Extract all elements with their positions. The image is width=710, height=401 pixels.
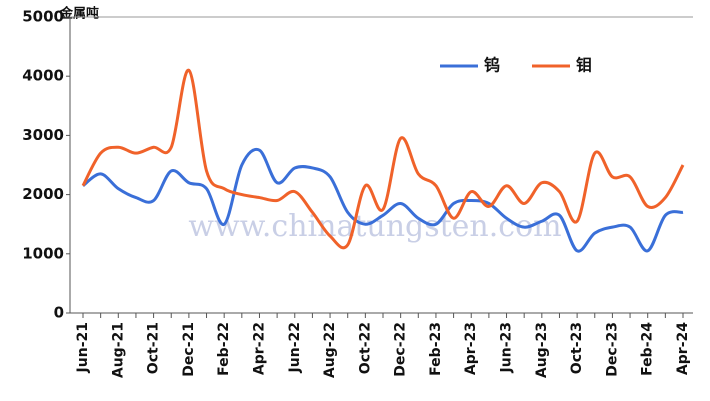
x-tick-label: Apr-23 — [463, 322, 479, 375]
watermark: www.chinatungsten.com — [188, 209, 561, 244]
unit-label: 金属吨 — [59, 6, 99, 22]
x-tick-label: Aug-22 — [322, 322, 338, 378]
legend-label: 钨 — [484, 56, 500, 75]
x-tick-label: Jun-21 — [75, 322, 91, 373]
x-tick-label: Aug-23 — [534, 322, 550, 378]
x-tick-label: Oct-22 — [357, 322, 373, 374]
y-tick-label: 0 — [54, 304, 64, 322]
series-line — [82, 147, 684, 253]
y-tick-label: 2000 — [22, 185, 64, 203]
y-tick-label: 3000 — [22, 126, 64, 144]
x-tick-label: Apr-22 — [251, 322, 267, 375]
x-tick-label: Jun-23 — [499, 322, 515, 373]
x-tick-label: Oct-23 — [569, 322, 585, 374]
x-tick-label: Dec-23 — [604, 322, 620, 377]
x-tick-label: Apr-24 — [675, 322, 691, 375]
x-tick-label: Feb-22 — [216, 322, 232, 376]
x-tick-label: Aug-21 — [110, 322, 126, 378]
y-tick-label: 5000 — [22, 8, 64, 26]
x-tick-label: Feb-24 — [640, 322, 656, 376]
y-tick-label: 1000 — [22, 244, 64, 262]
x-tick-label: Dec-21 — [181, 322, 197, 377]
x-tick-label: Dec-22 — [393, 322, 409, 377]
y-tick-label: 4000 — [22, 67, 64, 85]
x-tick-label: Feb-23 — [428, 322, 444, 376]
x-tick-label: Jun-22 — [287, 322, 303, 373]
legend-label: 钼 — [576, 56, 592, 75]
x-tick-label: Oct-21 — [146, 322, 162, 374]
series-line — [81, 68, 685, 250]
